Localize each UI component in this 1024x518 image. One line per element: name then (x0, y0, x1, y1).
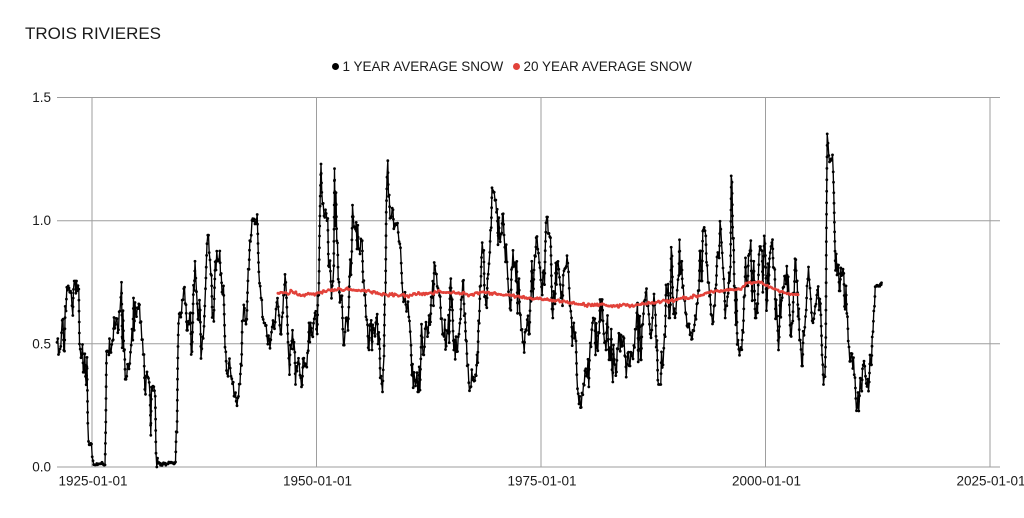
svg-text:1975-01-01: 1975-01-01 (507, 474, 576, 489)
svg-text:1 YEAR AVERAGE SNOW: 1 YEAR AVERAGE SNOW (343, 59, 504, 74)
svg-text:1.5: 1.5 (32, 90, 51, 105)
svg-text:1925-01-01: 1925-01-01 (58, 474, 127, 489)
svg-text:0.0: 0.0 (32, 460, 51, 475)
svg-text:0.5: 0.5 (32, 336, 51, 351)
svg-text:1950-01-01: 1950-01-01 (283, 474, 352, 489)
svg-text:2000-01-01: 2000-01-01 (732, 474, 801, 489)
svg-text:1.0: 1.0 (32, 213, 51, 228)
svg-text:2025-01-01: 2025-01-01 (956, 474, 1024, 489)
svg-text:TROIS RIVIERES: TROIS RIVIERES (25, 24, 161, 43)
svg-text:20 YEAR AVERAGE SNOW: 20 YEAR AVERAGE SNOW (524, 59, 693, 74)
